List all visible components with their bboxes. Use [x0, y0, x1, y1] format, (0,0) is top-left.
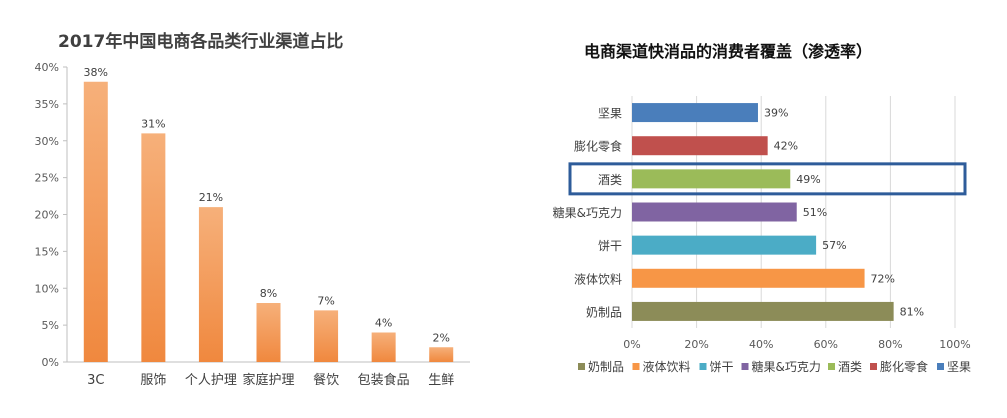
x-tick-label: 餐饮: [313, 372, 339, 388]
legend-label: 酒类: [838, 360, 862, 374]
data-label: 57%: [822, 239, 846, 252]
legend-swatch: [828, 363, 835, 370]
data-label: 7%: [317, 294, 334, 307]
y-tick-label: 膨化零食: [574, 139, 622, 154]
data-label: 8%: [260, 287, 277, 300]
x-tick-label: 80%: [878, 338, 902, 351]
data-label: 39%: [764, 107, 788, 120]
legend-swatch: [578, 363, 585, 370]
x-tick-label: 0%: [623, 338, 640, 351]
y-tick-label: 25%: [35, 172, 59, 185]
legend-label: 液体饮料: [643, 359, 691, 374]
data-label: 2%: [432, 331, 449, 344]
y-tick-label: 坚果: [598, 107, 622, 121]
y-tick-label: 糖果&巧克力: [553, 205, 622, 220]
data-label: 38%: [84, 66, 108, 79]
bar: [141, 133, 166, 362]
legend-swatch: [870, 363, 877, 370]
y-tick-label: 35%: [35, 98, 59, 111]
y-tick-label: 20%: [35, 209, 59, 222]
highlight-box: [568, 162, 967, 196]
x-tick-label: 60%: [814, 338, 838, 351]
y-tick-label: 饼干: [598, 239, 622, 253]
x-tick-label: 服饰: [140, 373, 166, 388]
left-chart-title: 2017年中国电商各品类行业渠道占比: [58, 32, 344, 52]
y-tick-label: 5%: [42, 319, 59, 332]
bar: [632, 235, 817, 255]
data-label: 42%: [774, 140, 798, 153]
x-tick-label: 100%: [939, 338, 970, 351]
x-tick-label: 生鲜: [428, 373, 454, 388]
x-tick-label: 包装食品: [358, 372, 410, 388]
legend-label: 饼干: [710, 360, 734, 374]
left-bar-chart: 0% 5% 10% 15% 20% 25% 30% 35% 40% 38% 3C 31% 服饰 21% 个人…: [35, 61, 470, 388]
right-horizontal-bar-chart: 0% 20% 40% 60% 80% 100% 39% 坚果 42% 膨化零食 49% 酒类 51% 糖果…: [553, 96, 971, 374]
right-chart-panel: 电商渠道快消品的消费者覆盖（渗透率） 0% 20% 40% 60% 80% 100% 39%…: [540, 0, 1007, 418]
y-tick-label: 0%: [42, 356, 59, 369]
right-chart-title: 电商渠道快消品的消费者覆盖（渗透率）: [584, 42, 873, 61]
bar: [632, 301, 894, 321]
x-tick-label: 3C: [87, 373, 104, 388]
legend-swatch: [632, 363, 640, 370]
legend-swatch: [741, 363, 749, 370]
bar: [632, 268, 865, 288]
data-label: 31%: [141, 117, 165, 130]
bar: [83, 81, 108, 362]
y-tick-label: 15%: [35, 245, 59, 258]
bar: [256, 303, 281, 362]
data-label: 51%: [803, 206, 827, 219]
data-label: 4%: [375, 317, 392, 330]
bar: [632, 169, 791, 189]
x-tick-label: 40%: [749, 338, 773, 351]
legend-label: 坚果: [947, 360, 971, 374]
y-tick-label: 30%: [35, 135, 59, 148]
legend-swatch: [699, 363, 707, 370]
x-tick-label: 个人护理: [185, 373, 237, 388]
y-tick-label: 奶制品: [586, 305, 622, 319]
legend-swatch: [937, 363, 944, 370]
y-tick-label: 液体饮料: [574, 271, 622, 286]
bar: [429, 347, 454, 362]
y-tick-label: 40%: [35, 61, 59, 74]
bar: [632, 202, 797, 222]
left-chart-panel: 2017年中国电商各品类行业渠道占比 0% 5% 10% 15% 20% 25% 30% 35…: [0, 0, 500, 418]
bar: [314, 310, 339, 362]
legend-label: 奶制品: [588, 360, 624, 374]
y-tick-label: 酒类: [598, 173, 622, 187]
bar: [371, 332, 396, 362]
data-label: 72%: [871, 272, 895, 285]
bar: [632, 103, 758, 123]
legend-label: 膨化零食: [880, 359, 928, 374]
data-label: 81%: [900, 305, 924, 318]
x-tick-label: 20%: [684, 338, 708, 351]
bar: [632, 136, 768, 156]
data-label: 21%: [199, 191, 223, 204]
y-tick-label: 10%: [35, 282, 59, 295]
legend-label: 糖果&巧克力: [752, 359, 821, 374]
bar: [198, 207, 223, 362]
x-tick-label: 家庭护理: [242, 372, 294, 388]
data-label: 49%: [796, 173, 820, 186]
